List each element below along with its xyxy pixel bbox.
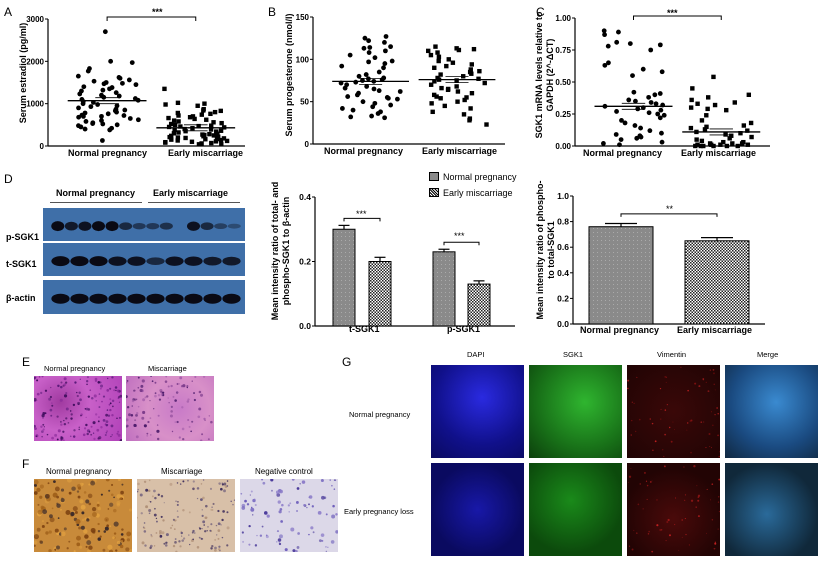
chart-b-xtick-1: Early miscarriage	[422, 146, 498, 156]
blot-group-line-miscarriage	[148, 202, 240, 203]
blot-row-label-actin: β-actin	[6, 293, 36, 303]
chart-d2-ylabel: Mean intensity ratio of phospho- to tota…	[535, 180, 556, 320]
chart-d1-xtick-0: t-SGK1	[349, 324, 380, 334]
legend-swatch-miscarriage	[429, 188, 439, 197]
svg-text:150: 150	[296, 13, 310, 22]
legend-label-normal: Normal pregnancy	[443, 172, 517, 182]
chart-d2-xtick-1: Early miscarriage	[677, 325, 753, 335]
if-row-early-loss: Early pregnancy loss	[344, 507, 414, 516]
svg-text:0.0: 0.0	[299, 321, 311, 331]
if-sgk1-early-loss	[529, 463, 622, 556]
svg-text:0: 0	[40, 142, 45, 151]
chart-c-xtick-1: Early miscarriage	[681, 148, 757, 158]
he-stain-normal-image	[34, 376, 122, 441]
blot-group-miscarriage: Early miscarriage	[153, 188, 229, 198]
svg-text:0.75: 0.75	[555, 46, 571, 55]
panel-letter-f: F	[22, 457, 30, 471]
panel-letter-a: A	[4, 5, 13, 19]
svg-text:0.00: 0.00	[555, 142, 571, 151]
if-col-vimentin: Vimentin	[657, 350, 687, 359]
chart-d2-xtick-0: Normal pregnancy	[580, 325, 660, 335]
chart-a-xtick-0: Normal pregnancy	[68, 148, 148, 158]
svg-text:1.0: 1.0	[557, 191, 569, 201]
if-sgk1-normal	[529, 365, 622, 458]
chart-d1-xtick-1: p-SGK1	[447, 324, 481, 334]
chart-b-xtick-0: Normal pregnancy	[324, 146, 404, 156]
svg-text:2000: 2000	[26, 57, 44, 66]
chart-a-significance: ***	[152, 7, 163, 17]
svg-text:0: 0	[305, 140, 310, 149]
chart-c-xtick-0: Normal pregnancy	[583, 148, 663, 158]
if-merge-normal	[725, 365, 818, 458]
svg-text:100: 100	[296, 55, 310, 64]
ihc-negative-control-image	[240, 479, 338, 552]
chart-d-phospho-total-ratio: 0.0 0.2 0.4 0.6 0.8 1.0	[557, 191, 765, 329]
chart-a-ylabel: Serum estradiol (pg/ml)	[18, 22, 28, 124]
chart-c-sgk1-mrna: 0.00 0.25 0.50 0.75 1.00	[555, 14, 770, 151]
chart-d1-ylabel: Mean intensity ratio of total- and phosp…	[270, 181, 291, 321]
svg-text:0.25: 0.25	[555, 110, 571, 119]
chart-b-ylabel: Serum progesterone (nmol/l)	[284, 13, 294, 137]
if-dapi-normal	[431, 365, 524, 458]
blot-row-label-pSGK1: p-SGK1	[6, 232, 40, 242]
if-col-merge: Merge	[757, 350, 779, 359]
svg-text:3000: 3000	[26, 15, 44, 24]
svg-text:0.8: 0.8	[557, 217, 569, 227]
chart-c-significance: ***	[667, 8, 678, 18]
chart-d1-significance-p: ***	[454, 231, 465, 241]
svg-text:0.6: 0.6	[557, 242, 569, 252]
svg-text:0.2: 0.2	[299, 257, 311, 267]
chart-a-xtick-1: Early miscarriage	[168, 148, 244, 158]
histology-label-miscarriage: Miscarriage	[148, 364, 187, 373]
if-col-dapi: DAPI	[467, 350, 485, 359]
panel-letter-e: E	[22, 355, 31, 369]
if-col-sgk1: SGK1	[563, 350, 584, 359]
svg-text:0.0: 0.0	[557, 319, 569, 329]
svg-text:0.50: 0.50	[555, 78, 571, 87]
if-merge-early-loss	[725, 463, 818, 556]
he-stain-miscarriage-image	[126, 376, 214, 441]
histology-label-normal: Normal pregnancy	[44, 364, 106, 373]
chart-a-serum-estradiol: 0 1000 2000 3000	[26, 15, 245, 151]
ihc-normal-image	[34, 479, 132, 552]
chart-d-total-phospho-ratio: 0.0 0.2 0.4	[299, 192, 515, 331]
svg-text:1000: 1000	[26, 100, 44, 109]
panel-letter-b: B	[268, 5, 277, 19]
ihc-miscarriage-image	[137, 479, 235, 552]
chart-b-serum-progesterone: 0 50 100 150	[296, 13, 505, 149]
blot-group-line-normal	[50, 202, 142, 203]
ihc-label-negative-control: Negative control	[255, 467, 313, 476]
chart-d2-significance: **	[666, 204, 674, 214]
legend-label-miscarriage: Early miscarriage	[443, 188, 513, 198]
svg-text:50: 50	[300, 98, 309, 107]
if-dapi-early-loss	[431, 463, 524, 556]
legend-swatch-normal	[429, 172, 439, 181]
if-vimentin-early-loss	[627, 463, 720, 556]
panel-letter-d: D	[4, 172, 13, 186]
blot-row-label-tSGK1: t-SGK1	[6, 259, 37, 269]
panel-letter-g: G	[342, 355, 352, 369]
western-blot-image	[43, 208, 245, 314]
svg-text:0.4: 0.4	[299, 192, 311, 202]
chart-d1-significance-t: ***	[356, 209, 367, 219]
blot-group-normal: Normal pregnancy	[56, 188, 136, 198]
ihc-label-normal: Normal pregnancy	[46, 467, 112, 476]
svg-text:0.2: 0.2	[557, 293, 569, 303]
if-row-normal: Normal pregnancy	[349, 410, 411, 419]
svg-text:1.00: 1.00	[555, 14, 571, 23]
if-vimentin-normal	[627, 365, 720, 458]
panel-letter-c: C	[536, 5, 545, 19]
chart-c-ylabel-text: SGK1 mRNA levels relative to GAPDH (2^-Δ…	[534, 11, 555, 139]
chart-c-ylabel: SGK1 mRNA levels relative to GAPDH (2^-Δ…	[534, 0, 556, 150]
svg-text:0.4: 0.4	[557, 268, 569, 278]
ihc-label-miscarriage: Miscarriage	[161, 467, 203, 476]
